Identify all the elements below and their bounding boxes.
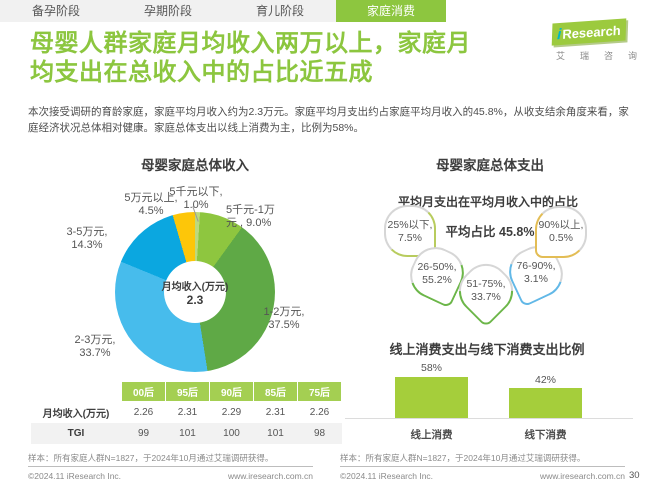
income-chart-title: 母婴家庭总体收入: [141, 158, 249, 173]
copyright-left: ©2024.11 iResearch Inc.: [28, 471, 122, 481]
donut-label-under-5k: 5千元以下, 1.0%: [169, 186, 223, 211]
online-bar-value: 58%: [420, 362, 442, 374]
page-title-line1: 母婴人群家庭月均收入两万以上，家庭月: [30, 30, 471, 57]
petal-label-76-90pct: 76-90%, 3.1%: [516, 260, 556, 285]
sample-note-right: 样本：所有家庭人群N=1827，于2024年10月通过艾瑞调研获得。: [340, 453, 586, 463]
tab-pregnancy[interactable]: 孕期阶段: [112, 0, 224, 22]
tab-parenting[interactable]: 育儿阶段: [224, 0, 336, 22]
donut-label-5k-10k: 5千元-1万 元 , 9.0%: [226, 204, 275, 229]
footer-divider-left: [28, 466, 313, 467]
website-right: www.iresearch.com.cn: [539, 471, 625, 481]
bar-chart-axis-line: [345, 418, 633, 419]
page-title: 母婴人群家庭月均收入两万以上，家庭月 均支出在总收入中的占比近五成: [30, 29, 471, 87]
iresearch-logo: i Research: [551, 18, 627, 46]
logo-brand-text: Research: [562, 22, 622, 42]
table-row-tgi: TGI 99 101 100 101 98: [30, 423, 342, 444]
table-header-row: 00后 95后 90后 85后 75后: [30, 381, 342, 402]
intro-paragraph: 本次接受调研的育龄家庭，家庭平均月收入约为2.3万元。家庭平均月支出约占家庭平均…: [28, 104, 633, 136]
expense-chart-subtitle: 平均月支出在平均月收入中的占比: [397, 195, 578, 209]
stage-tab-bar: 备孕阶段 孕期阶段 育儿阶段 家庭消费: [0, 0, 446, 22]
donut-center-value: 2.3: [186, 292, 204, 307]
petal-label-26-50pct: 26-50%, 55.2%: [417, 261, 457, 286]
sample-note-left: 样本：所有家庭人群N=1827，于2024年10月通过艾瑞调研获得。: [28, 453, 274, 463]
income-donut: 月均收入(万元) 2.3: [115, 212, 275, 372]
online-offline-chart-title: 线上消费支出与线下消费支出比例: [389, 342, 585, 357]
footer-right: ©2024.11 iResearch Inc. www.iresearch.co…: [340, 471, 625, 481]
income-by-generation-table: 00后 95后 90后 85后 75后 月均收入(万元) 2.26 2.31 2…: [30, 381, 342, 444]
expense-chart-title: 母婴家庭总体支出: [436, 158, 544, 173]
petal-label-under-25pct: 25%以下, 7.5%: [387, 219, 433, 244]
table-header-90s: 90后: [209, 381, 254, 402]
intro-line2: 庭经济状况总体相对健康。家庭总体支出以线上消费为主，比例为58%。: [28, 122, 365, 134]
offline-bar-value: 42%: [534, 374, 556, 386]
logo-i-glyph: i: [556, 25, 562, 43]
page-number: 30: [629, 470, 640, 481]
offline-consumption-bar: [509, 388, 582, 418]
average-ratio-label: 平均占比 45.8%: [445, 225, 535, 239]
petal-label-over-90pct: 90%以上, 0.5%: [538, 219, 584, 244]
table-row-income: 月均收入(万元) 2.26 2.31 2.29 2.31 2.26: [42, 407, 330, 420]
table-header-95s: 95后: [165, 381, 210, 402]
offline-bar-label: 线下消费: [524, 429, 567, 441]
footer-left: ©2024.11 iResearch Inc. www.iresearch.co…: [28, 471, 313, 481]
intro-line1: 本次接受调研的育龄家庭，家庭平均月收入约为2.3万元。家庭平均月支出约占家庭平均…: [28, 106, 629, 118]
donut-label-10k-20k: 1-2万元, 37.5%: [263, 306, 305, 331]
donut-label-30k-50k: 3-5万元, 14.3%: [66, 226, 108, 251]
table-header-empty: [30, 381, 122, 402]
copyright-right: ©2024.11 iResearch Inc.: [340, 471, 434, 481]
donut-center-label: 月均收入(万元): [161, 281, 229, 293]
table-header-75s: 75后: [297, 381, 342, 402]
page-title-line2: 均支出在总收入中的占比近五成: [30, 59, 373, 86]
footer-divider-right: [340, 466, 625, 467]
petal-label-51-75pct: 51-75%, 33.7%: [466, 278, 506, 303]
table-header-00s: 00后: [121, 381, 166, 402]
tab-pre-pregnancy[interactable]: 备孕阶段: [0, 0, 112, 22]
online-consumption-bar: [395, 377, 468, 418]
online-bar-label: 线上消费: [410, 429, 453, 441]
donut-center: 月均收入(万元) 2.3: [161, 261, 229, 323]
tab-family-consumption[interactable]: 家庭消费: [336, 0, 446, 22]
donut-label-20k-30k: 2-3万元, 33.7%: [74, 334, 116, 359]
donut-label-over-50k: 5万元以上, 4.5%: [124, 192, 178, 217]
logo-chinese-name: 艾瑞咨询: [556, 51, 650, 61]
website-left: www.iresearch.com.cn: [227, 471, 313, 481]
table-header-85s: 85后: [253, 381, 298, 402]
